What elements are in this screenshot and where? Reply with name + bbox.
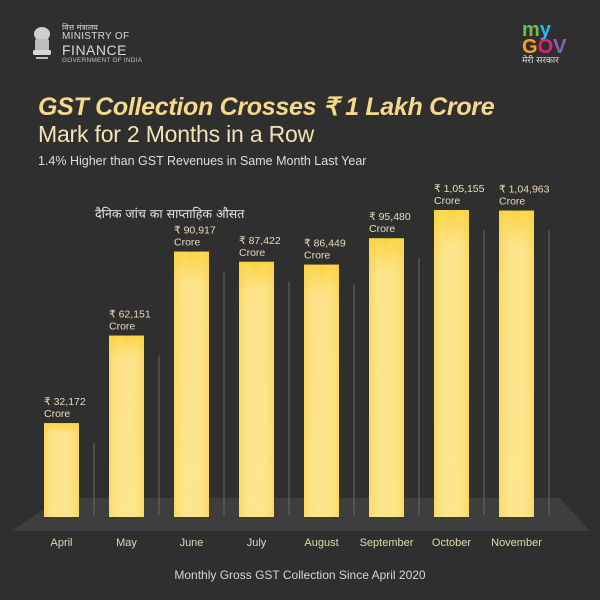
x-tick-label: June — [180, 537, 204, 549]
bar-value-unit: Crore — [109, 321, 135, 333]
bar-value-unit: Crore — [44, 408, 70, 420]
bar-shading — [434, 210, 469, 517]
bar-shading — [369, 238, 404, 517]
mygov-logo-gov: GOV — [522, 36, 567, 58]
government-of-india: GOVERNMENT OF INDIA — [62, 56, 143, 64]
chart-footer-caption: Monthly Gross GST Collection Since April… — [174, 568, 426, 582]
bar-value-unit: Crore — [304, 250, 330, 262]
mygov-hindi-tagline: मेरी सरकार — [522, 56, 559, 66]
bar-value-label: ₹ 62,151 — [109, 309, 151, 321]
ministry-of-finance-logo: वित्त मंत्रालय MINISTRY OF FINANCE GOVER… — [30, 23, 143, 64]
headline-title: GST Collection Crosses ₹ 1 Lakh Crore — [38, 93, 495, 121]
x-tick-label: July — [247, 537, 267, 549]
bar-value-unit: Crore — [239, 247, 265, 259]
ministry-name-line2: FINANCE — [62, 41, 127, 58]
bar-value-label: ₹ 1,05,155 — [434, 183, 485, 195]
bar-shading — [174, 251, 209, 517]
bar-shading — [304, 264, 339, 517]
national-emblem-icon — [33, 27, 51, 60]
ministry-name-line1: MINISTRY OF — [62, 31, 130, 43]
bar-shading — [44, 423, 79, 517]
x-tick-label: September — [360, 537, 414, 549]
x-tick-label: November — [491, 537, 542, 549]
headline-tagline: 1.4% Higher than GST Revenues in Same Mo… — [38, 154, 367, 168]
x-tick-label: May — [116, 537, 137, 549]
bar-value-label: ₹ 1,04,963 — [499, 184, 550, 196]
bar-value-label: ₹ 87,422 — [239, 235, 281, 247]
x-tick-label: April — [50, 537, 72, 549]
hindi-caption: दैनिक जांच का साप्ताहिक औसत — [95, 206, 245, 221]
x-tick-label: October — [432, 537, 471, 549]
mygov-logo: my GOV मेरी सरकार — [522, 19, 567, 66]
bar-value-label: ₹ 95,480 — [369, 211, 411, 223]
bar-shading — [239, 261, 274, 517]
ministry-hindi-name: वित्त मंत्रालय — [62, 23, 98, 32]
bar-shading — [109, 335, 144, 517]
headline-subtitle: Mark for 2 Months in a Row — [38, 121, 315, 147]
bar-value-label: ₹ 86,449 — [304, 238, 346, 250]
bar-value-unit: Crore — [369, 223, 395, 235]
bar-value-label: ₹ 32,172 — [44, 396, 86, 408]
mygov-logo-my: my — [522, 19, 551, 41]
x-tick-label: August — [304, 537, 338, 549]
bar-value-unit: Crore — [499, 196, 525, 208]
bar-value-label: ₹ 90,917 — [174, 225, 216, 237]
bar-value-unit: Crore — [174, 237, 200, 249]
bar-value-unit: Crore — [434, 195, 460, 207]
bar-shading — [499, 210, 534, 517]
